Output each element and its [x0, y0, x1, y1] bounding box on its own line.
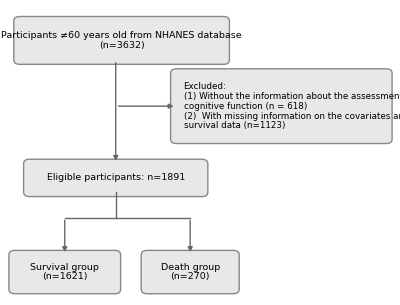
FancyBboxPatch shape	[9, 250, 121, 294]
Text: Eligible participants: n=1891: Eligible participants: n=1891	[46, 174, 185, 182]
Text: (n=3632): (n=3632)	[99, 41, 144, 50]
Text: (1) Without the information about the assessment of: (1) Without the information about the as…	[184, 92, 400, 101]
FancyBboxPatch shape	[14, 16, 230, 64]
Text: (2)  With missing information on the covariates and: (2) With missing information on the cova…	[184, 112, 400, 120]
Text: (n=270): (n=270)	[170, 272, 210, 282]
Text: survival data (n=1123): survival data (n=1123)	[184, 121, 285, 131]
FancyBboxPatch shape	[141, 250, 239, 294]
FancyBboxPatch shape	[170, 69, 392, 144]
FancyBboxPatch shape	[24, 159, 208, 197]
Text: Survival group: Survival group	[30, 263, 99, 272]
Text: cognitive function (n = 618): cognitive function (n = 618)	[184, 102, 307, 111]
Text: Participants ≠60 years old from NHANES database: Participants ≠60 years old from NHANES d…	[1, 31, 242, 40]
Text: Death group: Death group	[160, 263, 220, 272]
Text: Excluded:: Excluded:	[184, 82, 226, 91]
Text: (n=1621): (n=1621)	[42, 272, 88, 282]
